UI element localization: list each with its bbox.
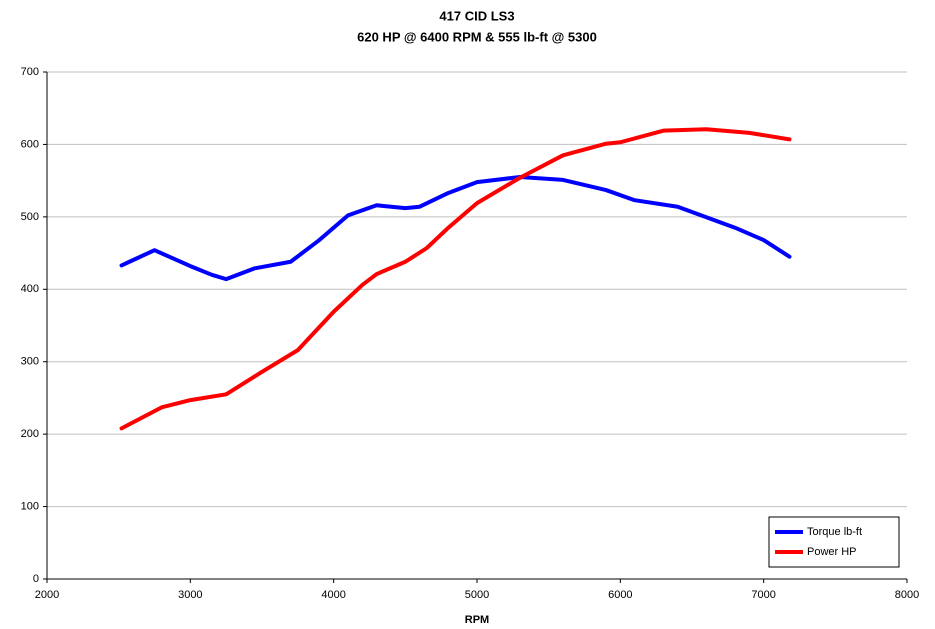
- y-tick-label: 300: [21, 356, 39, 368]
- legend-box: [768, 516, 900, 568]
- line-series: [119, 175, 792, 282]
- y-tick-label: 0: [33, 573, 39, 585]
- x-tick-label: 7000: [751, 589, 775, 601]
- y-tick-label: 500: [21, 211, 39, 223]
- y-tick-label: 600: [21, 138, 39, 150]
- chart-subtitle: 620 HP @ 6400 RPM & 555 lb-ft @ 5300: [357, 29, 597, 44]
- x-tick-label: 5000: [465, 589, 489, 601]
- y-tick-label: 700: [21, 66, 39, 78]
- x-tick-label: 2000: [35, 589, 59, 601]
- legend-label: Torque lb-ft: [807, 526, 862, 538]
- x-tick-label: 6000: [608, 589, 632, 601]
- y-tick-label: 400: [21, 283, 39, 295]
- x-tick-label: 3000: [178, 589, 202, 601]
- x-tick-label: 8000: [895, 589, 919, 601]
- x-tick-label: 4000: [321, 589, 345, 601]
- y-tick-label: 100: [21, 500, 39, 512]
- chart-title: 417 CID LS3: [439, 8, 514, 23]
- y-tick-label: 200: [21, 428, 39, 440]
- legend-label: Power HP: [807, 546, 857, 558]
- line-series: [119, 127, 792, 431]
- x-axis-label: RPM: [465, 614, 489, 626]
